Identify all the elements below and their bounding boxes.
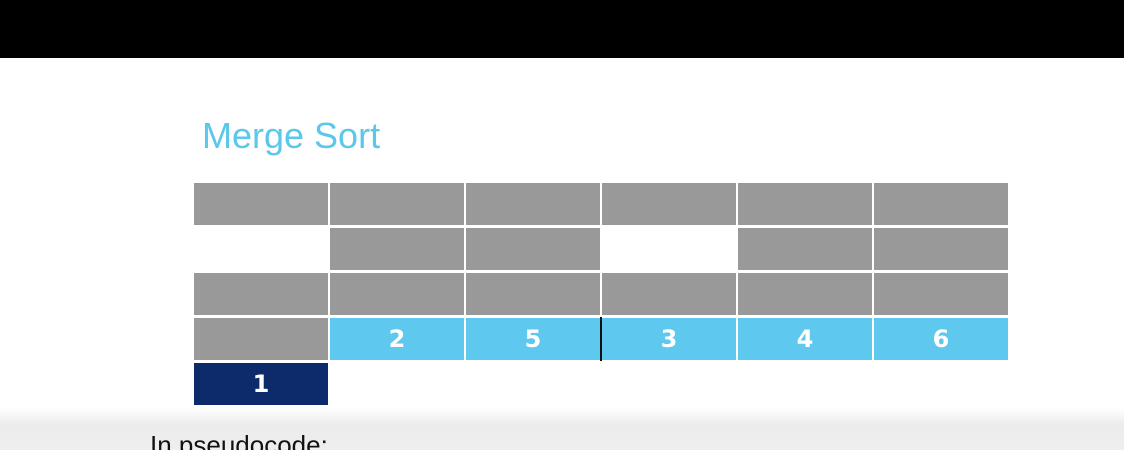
grid-cell-r4-c5: 4 bbox=[738, 318, 872, 360]
grid-cell-r2-c2 bbox=[330, 228, 464, 270]
grid-cell-r4-c6: 6 bbox=[874, 318, 1008, 360]
grid-cell-r3-c5 bbox=[738, 273, 872, 315]
grid-cell-r5-c4 bbox=[602, 363, 736, 405]
grid-cell-r1-c3 bbox=[466, 183, 600, 225]
grid-cell-r5-c1: 1 bbox=[194, 363, 328, 405]
grid-cell-r1-c4 bbox=[602, 183, 736, 225]
grid-cell-r3-c4 bbox=[602, 273, 736, 315]
grid-cell-r3-c6 bbox=[874, 273, 1008, 315]
grid-cell-r2-c1 bbox=[194, 228, 328, 270]
cell-value: 1 bbox=[252, 370, 270, 398]
grid-cell-r2-c4 bbox=[602, 228, 736, 270]
split-divider-line bbox=[600, 317, 602, 361]
grid-cell-r1-c5 bbox=[738, 183, 872, 225]
grid-cell-r5-c3 bbox=[466, 363, 600, 405]
grid-cell-r4-c3: 5 bbox=[466, 318, 600, 360]
grid-cell-r2-c3 bbox=[466, 228, 600, 270]
top-black-bar bbox=[0, 0, 1124, 58]
cell-value: 4 bbox=[796, 325, 814, 353]
pseudocode-label: In pseudocode: bbox=[150, 430, 328, 450]
grid-cell-r1-c6 bbox=[874, 183, 1008, 225]
grid-cell-r1-c2 bbox=[330, 183, 464, 225]
merge-sort-grid: 2 5 3 4 6 1 bbox=[194, 183, 1009, 407]
cell-value: 2 bbox=[388, 325, 406, 353]
grid-cell-r5-c2 bbox=[330, 363, 464, 405]
grid-cell-r1-c1 bbox=[194, 183, 328, 225]
cell-value: 5 bbox=[524, 325, 542, 353]
grid-cell-r5-c5 bbox=[738, 363, 872, 405]
grid-cell-r2-c6 bbox=[874, 228, 1008, 270]
grid-cell-r2-c5 bbox=[738, 228, 872, 270]
slide-title: Merge Sort bbox=[202, 115, 381, 156]
grid-cell-r4-c1 bbox=[194, 318, 328, 360]
grid-cell-r3-c2 bbox=[330, 273, 464, 315]
grid-cell-r3-c1 bbox=[194, 273, 328, 315]
grid-cell-r4-c2: 2 bbox=[330, 318, 464, 360]
cell-value: 6 bbox=[932, 325, 950, 353]
grid-cell-r5-c6 bbox=[874, 363, 1008, 405]
bottom-panel bbox=[0, 408, 1124, 450]
grid-cell-r4-c4: 3 bbox=[602, 318, 736, 360]
cell-value: 3 bbox=[660, 325, 678, 353]
grid-cell-r3-c3 bbox=[466, 273, 600, 315]
